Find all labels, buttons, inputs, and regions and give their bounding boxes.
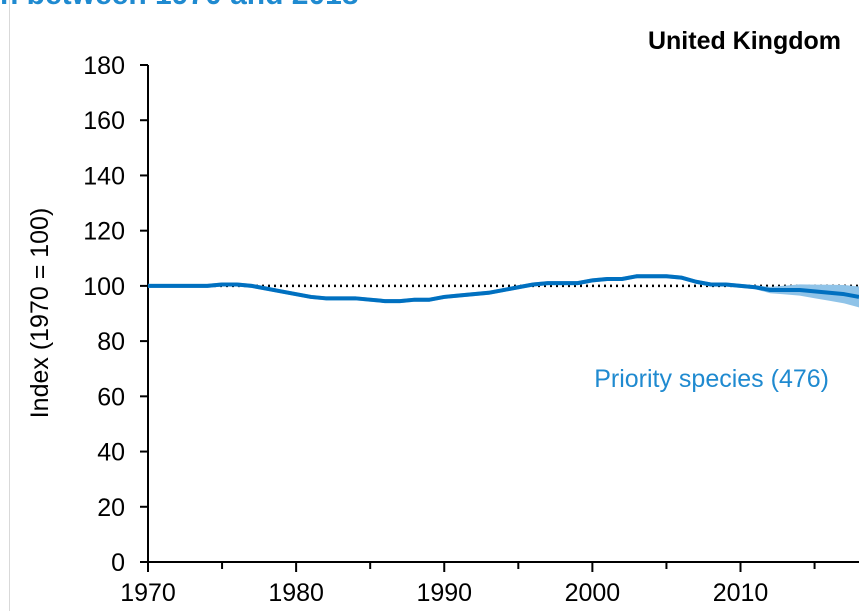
x-tick-label: 1990 [416, 579, 472, 607]
y-tick-label: 80 [97, 328, 125, 356]
header-title-partial: n between 1970 and 2018 [0, 0, 359, 12]
y-tick-label: 140 [83, 162, 125, 190]
series-label: Priority species (476) [594, 365, 829, 393]
y-tick-label: 0 [111, 549, 125, 577]
x-tick-label: 1970 [120, 579, 176, 607]
series-line-priority-species [148, 274, 859, 304]
y-tick-label: 120 [83, 218, 125, 246]
y-tick-label: 160 [83, 107, 125, 135]
y-tick-label: 40 [97, 439, 125, 467]
y-tick-label: 180 [83, 52, 125, 80]
x-tick-label: 1980 [268, 579, 324, 607]
left-border [9, 0, 10, 611]
y-tick-label: 20 [97, 494, 125, 522]
chart-title: United Kingdom [647, 27, 841, 55]
x-tick-label: 2010 [713, 579, 769, 607]
y-tick-label: 60 [97, 383, 125, 411]
x-tick-label: 2000 [565, 579, 621, 607]
y-tick-label: 100 [83, 273, 125, 301]
y-axis-label: Index (1970 = 100) [26, 208, 54, 419]
